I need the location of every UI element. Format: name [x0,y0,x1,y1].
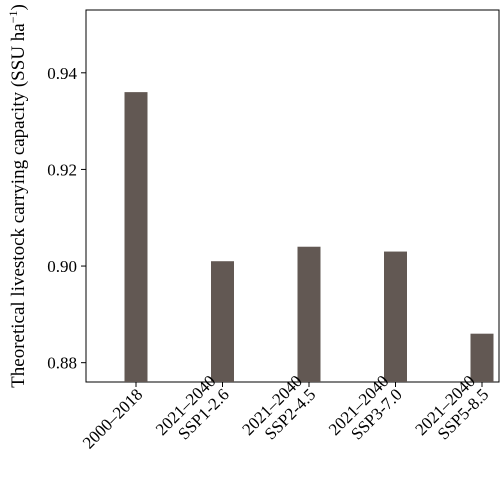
x-tick-label-line: 2000–2018 [79,385,147,453]
bar-1 [211,261,234,382]
bar-3 [384,251,407,382]
x-tick-label-4: 2021–2040SSP5-8.5 [411,371,492,452]
y-axis-label: Theoretical livestock carrying capacity … [6,4,29,388]
x-tick-label-2: 2021–2040SSP2-4.5 [238,371,319,452]
plot-area [85,9,500,383]
bar-4 [470,333,494,382]
y-tick-label-0: 0.88 [47,354,77,373]
x-tick-label-1: 2021–2040SSP1-2.6 [152,371,233,452]
y-axis-ticks: 0.88 0.90 0.92 0.94 [47,64,86,373]
y-tick-label-1: 0.90 [47,257,77,276]
x-tick-label-0: 2000–2018 [79,385,147,453]
y-axis-label-unit-exponent: −1 [6,10,20,23]
y-axis-label-close: ) [8,4,29,10]
y-tick-label-3: 0.94 [47,64,77,83]
x-tick-label-3: 2021–2040SSP3-7.0 [325,371,406,452]
bars-group [124,92,494,382]
x-axis-ticks: 2000–2018 2021–2040SSP1-2.6 2021–2040SSP2-… [79,371,493,452]
bar-0 [124,92,148,382]
y-axis-label-main: Theoretical livestock carrying capacity … [8,23,29,388]
y-tick-label-2: 0.92 [47,160,77,179]
bar-2 [297,246,321,382]
